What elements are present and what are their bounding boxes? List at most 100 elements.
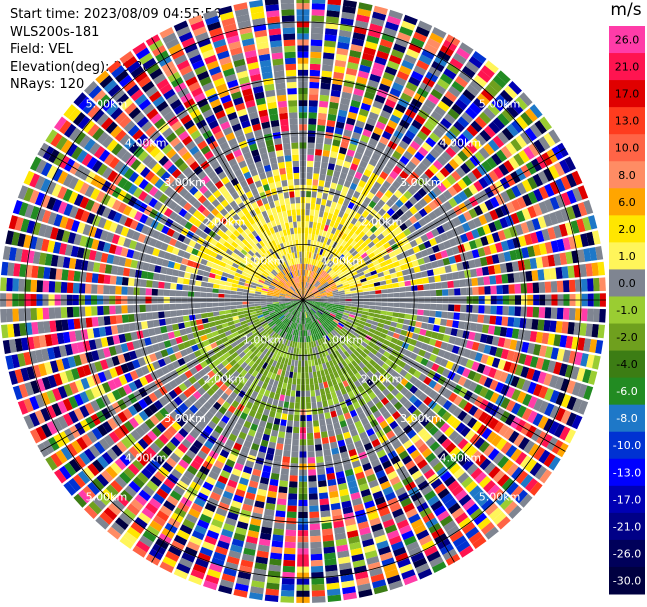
velocity-gate	[224, 290, 231, 294]
velocity-gate	[589, 339, 598, 353]
velocity-gate	[509, 249, 518, 261]
velocity-gate	[341, 233, 348, 240]
velocity-gate	[477, 69, 491, 83]
velocity-gate	[515, 451, 528, 466]
velocity-gate	[310, 252, 315, 259]
velocity-gate	[499, 371, 509, 383]
velocity-gate	[308, 360, 312, 367]
velocity-gate	[167, 425, 178, 436]
velocity-gate	[320, 303, 327, 306]
velocity-gate	[225, 517, 237, 527]
velocity-gate	[513, 272, 521, 283]
velocity-gate	[152, 230, 161, 240]
velocity-gate	[18, 278, 25, 292]
velocity-gate	[315, 253, 319, 260]
velocity-gate	[293, 322, 296, 329]
velocity-gate	[275, 309, 282, 313]
velocity-gate	[46, 390, 57, 404]
velocity-gate	[331, 358, 338, 366]
velocity-gate	[323, 282, 329, 288]
velocity-gate	[194, 303, 201, 309]
velocity-gate	[295, 390, 301, 397]
velocity-gate	[351, 225, 358, 233]
velocity-gate	[320, 510, 331, 518]
velocity-gate	[220, 276, 228, 282]
velocity-gate	[478, 214, 488, 226]
velocity-gate	[55, 268, 63, 280]
velocity-gate	[320, 315, 326, 321]
velocity-gate	[102, 421, 113, 434]
velocity-gate	[340, 264, 347, 271]
velocity-gate	[446, 525, 460, 538]
velocity-gate	[285, 303, 292, 306]
velocity-gate	[106, 392, 117, 404]
velocity-gate	[312, 371, 317, 379]
velocity-gate	[103, 285, 110, 295]
velocity-gate	[182, 284, 189, 291]
velocity-gate	[200, 334, 208, 342]
velocity-gate	[235, 348, 243, 355]
velocity-gate	[188, 352, 197, 361]
velocity-gate	[440, 471, 452, 483]
velocity-gate	[290, 365, 294, 373]
velocity-gate	[234, 462, 244, 472]
velocity-gate	[411, 181, 422, 192]
velocity-gate	[369, 305, 376, 310]
velocity-gate	[388, 406, 397, 415]
velocity-gate	[565, 251, 574, 265]
velocity-gate	[332, 337, 339, 344]
velocity-gate	[158, 311, 165, 319]
velocity-gate	[362, 538, 375, 548]
velocity-gate	[49, 320, 57, 333]
velocity-gate	[311, 334, 315, 342]
velocity-gate	[361, 265, 369, 272]
velocity-gate	[342, 212, 349, 220]
velocity-gate	[527, 191, 538, 204]
velocity-gate	[348, 423, 356, 432]
velocity-gate	[320, 82, 331, 90]
velocity-gate	[483, 444, 495, 457]
velocity-gate	[163, 500, 176, 512]
velocity-gate	[200, 445, 211, 455]
velocity-gate	[490, 305, 497, 315]
velocity-gate	[189, 429, 200, 439]
velocity-gate	[420, 485, 433, 496]
velocity-gate	[392, 150, 402, 160]
velocity-gate	[406, 541, 420, 552]
velocity-gate	[501, 273, 509, 284]
velocity-gate	[202, 271, 210, 277]
velocity-gate	[310, 322, 313, 329]
velocity-gate	[307, 348, 310, 355]
velocity-gate	[285, 523, 297, 531]
velocity-gate	[387, 288, 394, 293]
velocity-gate	[320, 279, 326, 285]
velocity-gate	[363, 196, 372, 205]
velocity-gate	[317, 285, 323, 290]
velocity-gate	[566, 173, 577, 188]
velocity-gate	[269, 410, 276, 418]
velocity-gate	[225, 313, 233, 319]
velocity-gate	[505, 327, 514, 338]
velocity-gate	[307, 304, 312, 310]
velocity-gate	[268, 484, 278, 493]
velocity-gate	[358, 215, 366, 223]
velocity-gate	[169, 254, 178, 262]
velocity-gate	[466, 463, 479, 476]
velocity-gate	[158, 434, 169, 445]
velocity-gate	[201, 276, 209, 282]
velocity-gate	[64, 244, 73, 256]
velocity-gate	[319, 94, 330, 102]
velocity-gate	[265, 502, 276, 511]
velocity-gate	[537, 415, 549, 430]
velocity-gate	[471, 361, 480, 372]
velocity-gate	[62, 398, 73, 412]
velocity-gate	[309, 505, 319, 512]
velocity-gate	[338, 210, 345, 218]
velocity-gate	[352, 559, 366, 568]
velocity-gate	[366, 163, 375, 172]
velocity-gate	[140, 270, 148, 279]
velocity-gate	[294, 360, 298, 367]
velocity-gate	[592, 230, 601, 245]
velocity-gate	[341, 425, 349, 434]
velocity-gate	[568, 350, 577, 364]
